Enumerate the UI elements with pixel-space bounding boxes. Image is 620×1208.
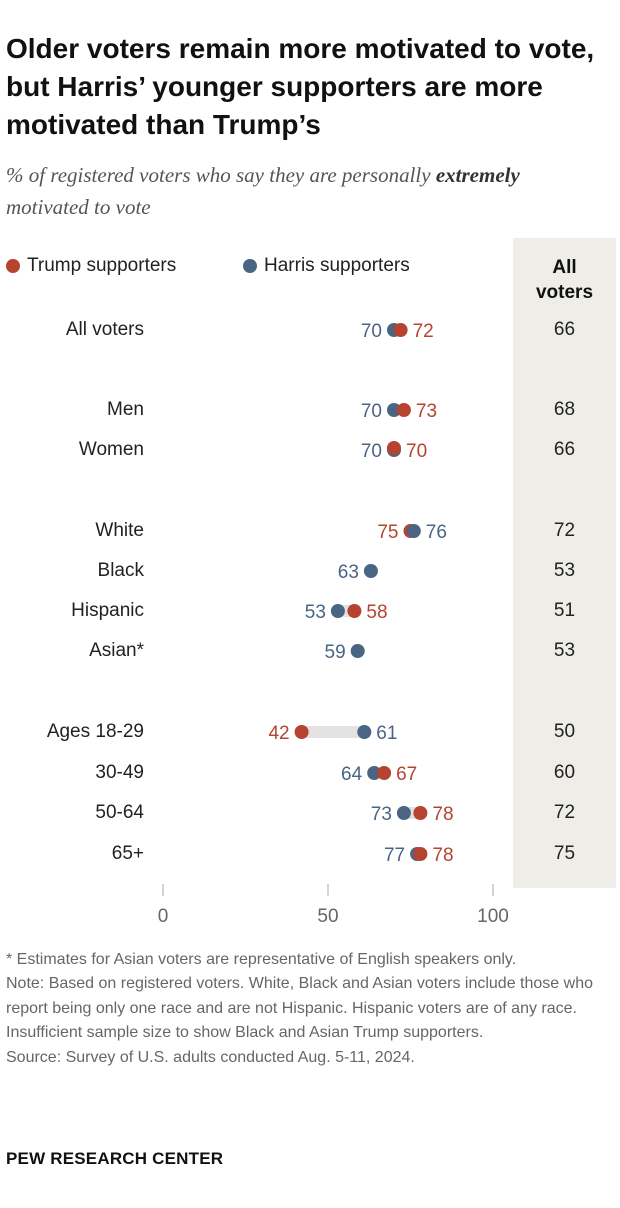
harris-dot [387,403,401,417]
all-voters-column-header: All voters [513,255,616,305]
row-label: All voters [65,319,144,340]
harris-dot [330,604,345,618]
row-label: Women [78,439,144,460]
row-label: Ages 18-29 [46,721,144,742]
all-voters-value: 50 [553,721,576,742]
methodology-note: Note: Based on registered voters. White,… [6,975,593,1042]
all-voters-value: 75 [553,843,576,864]
trump-dot [393,323,408,337]
row-label: 65+ [111,843,144,864]
legend-trump: Trump supporters [6,255,176,277]
harris-dot [363,564,378,578]
trump-value-label: 70 [406,441,427,462]
all-voters-value: 72 [553,802,576,823]
harris-value-label: 70 [361,441,382,462]
trump-dot [396,403,411,417]
trump-dot [413,847,428,861]
trump-value-label: 78 [432,845,453,866]
all-voters-value: 66 [553,439,576,460]
trump-value-label: 75 [377,522,398,543]
subtitle-emphasis: extremely [435,163,520,187]
harris-dot [396,806,411,820]
row-label: Asian* [89,640,144,661]
harris-value-label: 63 [338,562,359,583]
all-voters-value: 66 [553,319,576,340]
trump-value-label: 58 [366,602,387,623]
all-voters-header-line1: All [552,257,577,278]
harris-value-label: 76 [426,522,447,543]
trump-value-label: 42 [268,723,289,744]
harris-value-label: 61 [376,723,397,744]
trump-value-label: 67 [396,764,417,785]
trump-value-label: 78 [432,804,453,825]
all-voters-value: 72 [553,520,576,541]
all-voters-value: 53 [553,640,576,661]
row-label: 30-49 [95,762,144,783]
harris-value-label: 70 [361,401,382,422]
asian-footnote: * Estimates for Asian voters are represe… [6,951,517,968]
subtitle-text-before: % of registered voters who say they are … [6,163,436,187]
x-axis-tick-label: 100 [477,906,509,927]
harris-value-label: 64 [341,764,363,785]
harris-dot [350,644,365,658]
legend-harris: Harris supporters [243,255,410,277]
all-voters-column-background [513,238,616,888]
legend-trump-label: Trump supporters [27,255,177,276]
trump-dot [294,725,309,739]
row-label: White [95,520,144,541]
trump-dot [413,806,428,820]
harris-dot [357,725,372,739]
footer-brand: PEW RESEARCH CENTER [6,1149,224,1168]
legend-trump-marker [6,259,20,273]
x-axis-tick-label: 50 [317,906,338,927]
harris-value-label: 53 [305,602,326,623]
trump-dot [347,604,362,618]
trump-dot [377,766,392,780]
all-voters-value: 51 [553,600,576,621]
harris-value-label: 77 [384,845,405,866]
harris-value-label: 59 [325,642,346,663]
row-label: Black [97,560,144,581]
harris-dot [367,766,382,780]
notes: * Estimates for Asian voters are represe… [6,948,612,1070]
legend-harris-marker [243,259,257,273]
trump-dot [387,441,401,455]
legend-harris-label: Harris supporters [264,255,410,276]
trump-value-label: 73 [416,401,437,422]
source-note: Source: Survey of U.S. adults conducted … [6,1048,415,1066]
row-label: 50-64 [95,802,144,823]
all-voters-value: 68 [553,399,576,420]
all-voters-value: 60 [553,762,576,783]
harris-value-label: 70 [361,321,382,342]
trump-value-label: 72 [413,321,434,342]
harris-value-label: 73 [371,804,392,825]
row-label: Hispanic [71,600,144,621]
chart-subtitle: % of registered voters who say they are … [6,159,606,223]
x-axis-tick-label: 0 [158,906,169,927]
chart-title: Older voters remain more motivated to vo… [6,33,595,140]
all-voters-header-line2: voters [535,282,594,303]
harris-dot [406,524,421,538]
all-voters-value: 53 [553,560,576,581]
subtitle-text-after: motivated to vote [6,195,151,219]
row-label: Men [107,399,144,420]
